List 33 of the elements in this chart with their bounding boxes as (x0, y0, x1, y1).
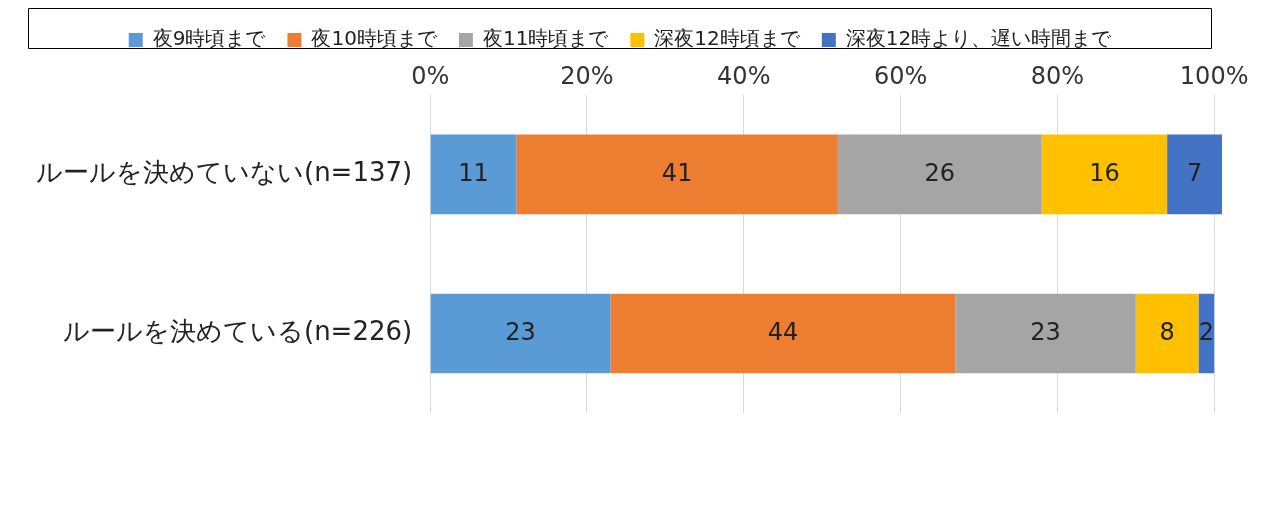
bar (430, 134, 517, 215)
bar (837, 134, 1042, 215)
data-label: 11 (458, 158, 489, 187)
bar (610, 293, 956, 374)
data-label: 23 (505, 317, 536, 346)
legend-label: 夜10時頃まで (311, 26, 438, 51)
x-tick-label: 80% (1030, 61, 1085, 90)
bar (1135, 293, 1199, 374)
bar (1041, 134, 1168, 215)
x-tick-label: 40% (717, 61, 771, 90)
x-tick-label: 100% (1179, 61, 1249, 90)
x-tick-label: 0% (411, 61, 450, 90)
x-tick-label: 60% (873, 61, 928, 90)
legend-label: 深夜12時より、遅い時間まで (845, 26, 1113, 51)
legend-label: 深夜12時頃まで (654, 26, 801, 51)
data-label: 8 (1159, 317, 1175, 346)
bar (1167, 134, 1222, 215)
y-tick-label: ルールを決めている(n=226) (62, 316, 413, 347)
bar (1198, 293, 1215, 374)
data-label: 7 (1186, 158, 1203, 187)
bar (955, 293, 1136, 374)
data-label: 44 (767, 317, 799, 346)
legend-label: 夜9時頃まで (152, 26, 267, 51)
legend-label: 夜11時頃まで (482, 26, 610, 51)
data-label: 23 (1030, 317, 1061, 346)
bar (516, 134, 838, 215)
data-label: 41 (661, 158, 693, 187)
data-label: 16 (1089, 158, 1120, 187)
data-label: 2 (1198, 317, 1214, 346)
bar (430, 293, 611, 374)
data-label: 26 (924, 158, 956, 187)
x-tick-label: 20% (560, 61, 614, 90)
y-tick-label: ルールを決めていない(n=137) (35, 157, 413, 188)
